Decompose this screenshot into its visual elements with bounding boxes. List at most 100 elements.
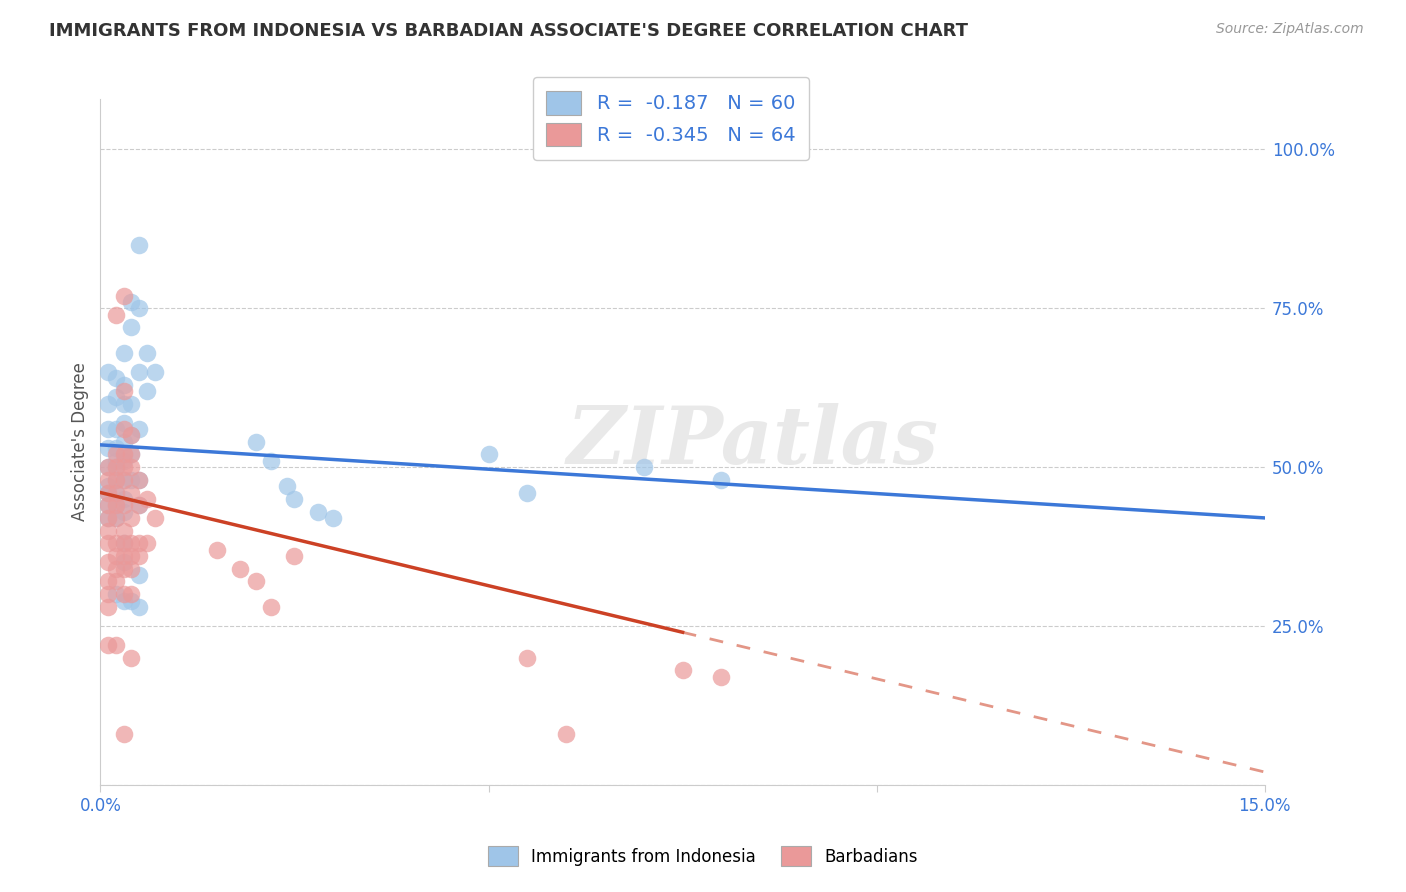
Point: [555, 727, 578, 741]
Point: [97, 511, 120, 525]
Point: [128, 301, 150, 316]
Point: [205, 542, 228, 557]
Point: [128, 473, 150, 487]
Point: [97, 460, 120, 475]
Point: [120, 511, 142, 525]
Point: [136, 491, 159, 506]
Legend: R =  -0.187   N = 60, R =  -0.345   N = 64: R = -0.187 N = 60, R = -0.345 N = 64: [533, 78, 808, 160]
Point: [97, 485, 120, 500]
Point: [104, 498, 127, 512]
Point: [112, 524, 135, 538]
Point: [112, 416, 135, 430]
Point: [112, 454, 135, 468]
Point: [710, 473, 733, 487]
Point: [104, 473, 127, 487]
Point: [120, 294, 142, 309]
Point: [120, 562, 142, 576]
Point: [307, 505, 329, 519]
Point: [112, 377, 135, 392]
Point: [633, 460, 655, 475]
Point: [97, 396, 120, 410]
Point: [97, 599, 120, 614]
Point: [104, 308, 127, 322]
Point: [120, 460, 142, 475]
Point: [104, 498, 127, 512]
Point: [120, 447, 142, 461]
Point: [104, 549, 127, 563]
Point: [245, 574, 267, 589]
Point: [276, 479, 298, 493]
Point: [112, 555, 135, 569]
Point: [120, 549, 142, 563]
Point: [112, 396, 135, 410]
Point: [128, 473, 150, 487]
Point: [104, 536, 127, 550]
Point: [112, 384, 135, 398]
Point: [128, 365, 150, 379]
Point: [97, 524, 120, 538]
Point: [104, 587, 127, 601]
Text: IMMIGRANTS FROM INDONESIA VS BARBADIAN ASSOCIATE'S DEGREE CORRELATION CHART: IMMIGRANTS FROM INDONESIA VS BARBADIAN A…: [49, 22, 969, 40]
Point: [112, 460, 135, 475]
Point: [112, 727, 135, 741]
Point: [104, 511, 127, 525]
Point: [97, 587, 120, 601]
Point: [120, 650, 142, 665]
Point: [104, 485, 127, 500]
Point: [97, 511, 120, 525]
Point: [260, 454, 283, 468]
Point: [104, 422, 127, 436]
Point: [128, 498, 150, 512]
Point: [97, 479, 120, 493]
Point: [97, 498, 120, 512]
Point: [97, 473, 120, 487]
Point: [516, 485, 538, 500]
Point: [710, 670, 733, 684]
Point: [516, 650, 538, 665]
Point: [112, 473, 135, 487]
Point: [120, 485, 142, 500]
Point: [97, 441, 120, 455]
Point: [112, 505, 135, 519]
Point: [112, 587, 135, 601]
Point: [120, 396, 142, 410]
Point: [128, 599, 150, 614]
Point: [104, 460, 127, 475]
Point: [104, 574, 127, 589]
Point: [136, 345, 159, 359]
Point: [136, 384, 159, 398]
Point: [477, 447, 499, 461]
Point: [120, 428, 142, 442]
Point: [104, 390, 127, 404]
Point: [97, 485, 120, 500]
Point: [128, 422, 150, 436]
Point: [283, 549, 305, 563]
Point: [97, 555, 120, 569]
Point: [104, 454, 127, 468]
Point: [128, 237, 150, 252]
Point: [245, 434, 267, 449]
Point: [112, 491, 135, 506]
Point: [112, 447, 135, 461]
Point: [112, 536, 135, 550]
Point: [260, 599, 283, 614]
Point: [97, 574, 120, 589]
Point: [97, 536, 120, 550]
Point: [104, 447, 127, 461]
Point: [112, 536, 135, 550]
Point: [112, 498, 135, 512]
Point: [128, 498, 150, 512]
Point: [112, 562, 135, 576]
Point: [120, 587, 142, 601]
Point: [120, 447, 142, 461]
Point: [128, 536, 150, 550]
Point: [128, 549, 150, 563]
Point: [112, 288, 135, 302]
Point: [120, 428, 142, 442]
Point: [97, 422, 120, 436]
Text: ZIPatlas: ZIPatlas: [567, 403, 939, 481]
Point: [120, 473, 142, 487]
Point: [120, 593, 142, 607]
Point: [112, 593, 135, 607]
Point: [143, 365, 166, 379]
